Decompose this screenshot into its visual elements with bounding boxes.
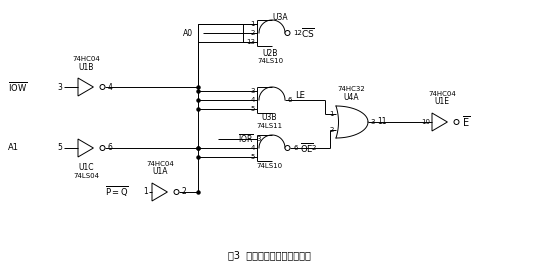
Text: 6: 6 bbox=[108, 143, 113, 152]
Text: 74HC04: 74HC04 bbox=[72, 56, 100, 62]
Text: 3: 3 bbox=[370, 119, 374, 125]
Text: 6: 6 bbox=[293, 145, 298, 151]
Text: A1: A1 bbox=[8, 143, 19, 152]
Text: U3B: U3B bbox=[261, 113, 277, 123]
Circle shape bbox=[285, 30, 290, 36]
Text: 74HC32: 74HC32 bbox=[337, 86, 365, 92]
Text: U1E: U1E bbox=[435, 97, 450, 107]
Text: 2: 2 bbox=[182, 187, 187, 197]
Text: 5: 5 bbox=[251, 106, 255, 112]
Text: 12: 12 bbox=[293, 30, 302, 36]
Text: 5: 5 bbox=[57, 143, 62, 152]
Circle shape bbox=[454, 120, 459, 124]
Text: 74LS04: 74LS04 bbox=[73, 173, 99, 179]
Text: 74LS10: 74LS10 bbox=[257, 58, 283, 64]
Text: 6: 6 bbox=[288, 97, 293, 103]
Text: 2: 2 bbox=[312, 145, 316, 151]
Text: U2B: U2B bbox=[263, 49, 278, 57]
Text: U1C: U1C bbox=[78, 163, 94, 172]
Text: 2: 2 bbox=[330, 127, 334, 133]
Text: 3: 3 bbox=[256, 136, 260, 142]
Text: 4: 4 bbox=[251, 97, 255, 103]
Text: 4: 4 bbox=[251, 145, 255, 151]
Text: 图3  适配卡控制信号产生电路: 图3 适配卡控制信号产生电路 bbox=[228, 250, 310, 260]
Text: 74HC04: 74HC04 bbox=[428, 91, 456, 97]
Text: U3A: U3A bbox=[272, 13, 288, 22]
Text: 74LS11: 74LS11 bbox=[256, 123, 282, 129]
Circle shape bbox=[174, 190, 179, 194]
Text: A0: A0 bbox=[183, 29, 193, 37]
Circle shape bbox=[100, 146, 105, 151]
Text: $\overline{\mathrm{OE}}$: $\overline{\mathrm{OE}}$ bbox=[300, 141, 314, 155]
Circle shape bbox=[100, 84, 105, 89]
Text: 2: 2 bbox=[251, 30, 255, 36]
Text: 1: 1 bbox=[143, 187, 148, 197]
Text: $\overline{\mathrm{E}}$: $\overline{\mathrm{E}}$ bbox=[462, 115, 470, 129]
Text: LE: LE bbox=[295, 91, 305, 100]
Text: 4: 4 bbox=[108, 83, 113, 92]
Text: U4A: U4A bbox=[343, 92, 359, 101]
Text: 74LS10: 74LS10 bbox=[256, 163, 282, 169]
Text: $\overline{\mathrm{CS}}$: $\overline{\mathrm{CS}}$ bbox=[301, 26, 315, 40]
Text: U1A: U1A bbox=[152, 167, 168, 176]
Text: $\overline{\mathrm{IOR}}$: $\overline{\mathrm{IOR}}$ bbox=[238, 133, 254, 145]
Text: 1: 1 bbox=[329, 111, 334, 117]
Text: 3: 3 bbox=[57, 83, 62, 92]
Text: 5: 5 bbox=[251, 154, 255, 160]
Circle shape bbox=[285, 146, 290, 151]
Text: 11: 11 bbox=[377, 117, 386, 127]
Text: 3: 3 bbox=[251, 88, 255, 94]
Text: U1B: U1B bbox=[79, 62, 94, 72]
Text: $\overline{\mathrm{IOW}}$: $\overline{\mathrm{IOW}}$ bbox=[8, 80, 27, 94]
Text: 10: 10 bbox=[421, 119, 430, 125]
Text: 13: 13 bbox=[246, 39, 255, 45]
Text: 1: 1 bbox=[251, 21, 255, 27]
Text: 74HC04: 74HC04 bbox=[146, 161, 174, 167]
Text: $\overline{\mathrm{P=Q}}$: $\overline{\mathrm{P=Q}}$ bbox=[105, 184, 129, 199]
